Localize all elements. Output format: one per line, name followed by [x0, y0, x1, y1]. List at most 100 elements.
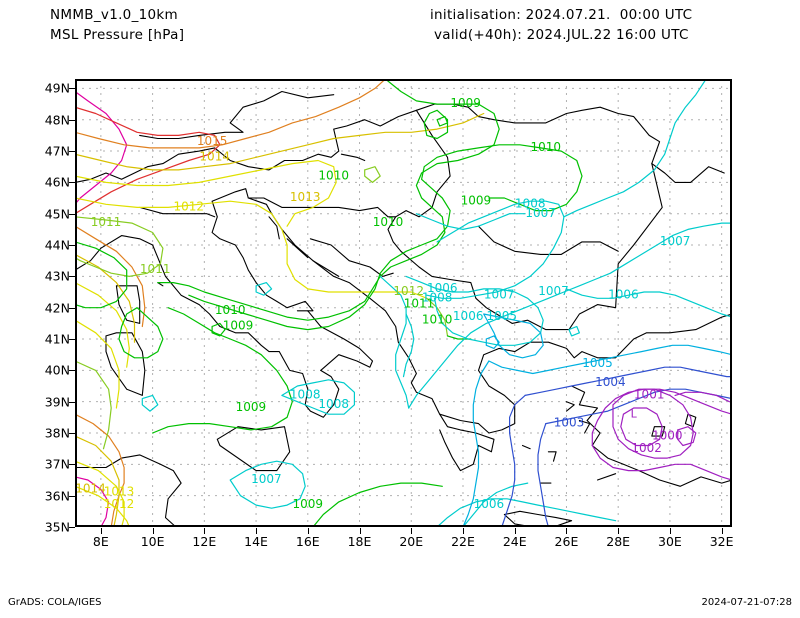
contour-1015: [75, 225, 146, 328]
x-tick-mark: [307, 528, 309, 534]
contour-label: 1006: [453, 309, 484, 323]
contour-1010: [75, 241, 128, 309]
y-tick-label: 44N: [44, 237, 70, 253]
contour-1011: [426, 297, 449, 337]
x-tick-label: 28E: [606, 534, 631, 549]
contour-label: 1014: [75, 482, 106, 496]
contour-label: 1007: [525, 206, 556, 220]
contour-1010: [118, 307, 164, 359]
low-pressure-center-marker: L: [631, 407, 638, 420]
contour-label: 1006: [608, 287, 639, 301]
footer-timestamp: 2024-07-21-07:28: [701, 597, 792, 608]
contour-1017: [75, 90, 128, 205]
y-tick-label: 48N: [44, 112, 70, 128]
contour-1016: [75, 106, 221, 215]
contour-1005: [462, 360, 490, 527]
x-tick-label: 16E: [295, 534, 320, 549]
contour-label: 1010: [215, 303, 246, 317]
x-tick-mark: [618, 528, 620, 534]
y-tick-label: 35N: [44, 519, 70, 535]
contour-1007: [229, 460, 306, 509]
contour-1015: [75, 413, 125, 527]
x-tick-label: 12E: [192, 534, 217, 549]
y-tick-label: 36N: [44, 488, 70, 504]
y-tick-mark: [69, 527, 75, 528]
contour-label: 1011: [140, 262, 171, 276]
contour-label: 1009: [236, 400, 267, 414]
contour-1012: [75, 319, 120, 409]
x-tick-label: 22E: [451, 534, 475, 549]
x-tick-label: 32E: [709, 534, 734, 549]
x-tick-label: 8E: [92, 534, 109, 549]
contour-label: 1005: [487, 309, 518, 323]
contour-1005: [483, 313, 544, 359]
gridlines: [75, 79, 732, 527]
x-tick-label: 14E: [244, 534, 268, 549]
contour-1004: [524, 366, 732, 396]
contour-label: 1000: [652, 428, 683, 442]
y-tick-mark: [69, 88, 75, 90]
contour-label: 1008: [318, 397, 349, 411]
contour-1006: [405, 275, 544, 346]
y-tick-mark: [69, 495, 75, 497]
contour-1010: [446, 335, 472, 340]
valid-time: valid(+40h): 2024.JUL.22 16:00 UTC: [434, 27, 689, 43]
coastline-segment: [139, 206, 216, 218]
contour-label: 1009: [461, 193, 492, 207]
contour-label: 1013: [104, 485, 135, 499]
contour-1006: [436, 498, 617, 527]
contour-label: 1009: [293, 497, 324, 511]
contour-1006: [565, 288, 732, 318]
contour-label: 1001: [634, 388, 665, 402]
coastline-segment: [340, 153, 366, 162]
y-tick-mark: [69, 213, 75, 215]
y-tick-mark: [69, 276, 75, 278]
coastline-segment: [503, 510, 573, 527]
x-tick-label: 30E: [658, 534, 682, 549]
y-tick-mark: [69, 245, 75, 247]
y-tick-label: 45N: [44, 206, 70, 222]
contour-label: 1012: [393, 284, 424, 298]
contour-1011: [75, 216, 164, 277]
y-tick-mark: [69, 464, 75, 466]
contour-1000: [620, 407, 663, 447]
x-tick-mark: [669, 528, 671, 534]
contour-1012: [75, 485, 130, 527]
coastline-segment: [387, 109, 663, 331]
coastline-segment: [75, 454, 182, 527]
coastline-segment: [684, 413, 697, 428]
contour-label: 1004: [595, 375, 626, 389]
contour-1014: [75, 112, 485, 171]
coastline-segment: [268, 216, 280, 240]
contour-label: 1014: [199, 150, 230, 164]
initialisation-time: initialisation: 2024.07.21. 00:00 UTC: [430, 7, 693, 23]
contour-1017: [75, 476, 110, 527]
y-tick-label: 49N: [44, 80, 70, 96]
x-tick-label: 24E: [502, 534, 527, 549]
contour-1010: [436, 116, 449, 127]
contour-label: 1006: [427, 281, 458, 295]
y-tick-mark: [69, 339, 75, 341]
contour-1013: [75, 282, 130, 368]
y-tick-mark: [69, 370, 75, 372]
x-tick-label: 18E: [347, 534, 372, 549]
x-tick-label: 20E: [399, 534, 424, 549]
contour-label: 1009: [223, 319, 254, 333]
contour-1009: [157, 79, 500, 321]
contour-1007: [415, 213, 526, 230]
contour-1008: [563, 79, 707, 218]
contour-label: 1011: [404, 297, 435, 311]
coastline-segment: [309, 238, 394, 277]
coastline-segment: [139, 90, 335, 140]
coastline-segment: [75, 103, 725, 183]
contour-label: 1003: [554, 416, 585, 430]
contour-1013: [75, 460, 125, 527]
field-name: MSL Pressure [hPa]: [50, 27, 185, 43]
contour-label: 1007: [538, 284, 569, 298]
contour-label: 1010: [318, 168, 349, 182]
y-tick-label: 47N: [44, 143, 70, 159]
coastlines: [75, 90, 732, 527]
x-tick-mark: [411, 528, 413, 534]
contour-label: 1015: [197, 134, 228, 148]
footer-credit: GrADS: COLA/IGES: [8, 597, 102, 608]
